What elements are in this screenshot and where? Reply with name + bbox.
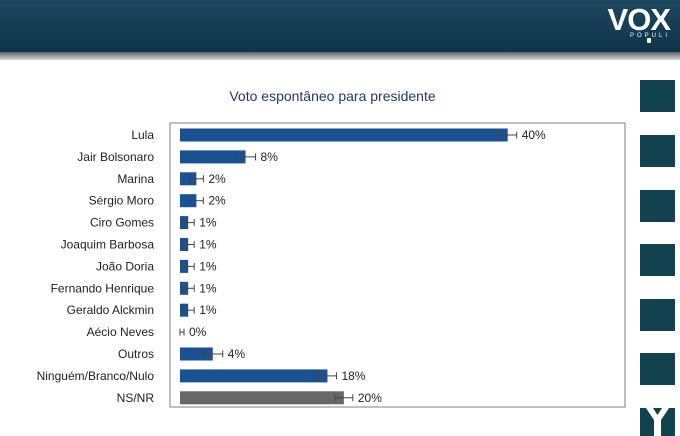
mouse-cursor-icon [647, 38, 651, 43]
side-square [640, 190, 675, 222]
logo-word: VOX [607, 2, 671, 37]
bar [180, 128, 508, 142]
value-label: 1% [199, 259, 217, 273]
side-square [640, 353, 675, 385]
value-label: 1% [199, 281, 217, 295]
value-label: 40% [522, 128, 546, 142]
bar [180, 172, 197, 186]
side-square [640, 299, 675, 331]
bar [180, 150, 246, 164]
chart-title: Voto espontâneo para presidente [229, 88, 436, 104]
value-label: 2% [208, 172, 226, 186]
vox-populi-logo: VOX POPULI [590, 2, 672, 43]
category-label: Outros [118, 347, 154, 361]
bar [180, 347, 213, 361]
side-decoration [640, 80, 675, 436]
value-label: 1% [199, 303, 217, 317]
category-label: Sérgio Moro [89, 194, 155, 208]
value-label: 1% [199, 238, 217, 252]
category-label: Geraldo Alckmin [67, 303, 154, 317]
value-label: 4% [228, 347, 246, 361]
side-square [640, 135, 675, 167]
category-label: Joaquim Barbosa [61, 238, 155, 252]
category-label: João Doria [96, 259, 154, 273]
value-label: 1% [199, 216, 217, 230]
category-label: Jair Bolsonaro [77, 150, 154, 164]
value-label: 20% [358, 391, 382, 405]
logo-subtitle: POPULI [629, 33, 670, 39]
value-label: 18% [341, 369, 365, 383]
value-label: 8% [261, 150, 279, 164]
category-label: Ninguém/Branco/Nulo [37, 369, 155, 383]
category-label: NS/NR [117, 391, 155, 405]
category-label: Aécio Neves [87, 325, 154, 339]
value-label: 2% [208, 194, 226, 208]
side-square [640, 244, 675, 276]
bar [180, 194, 197, 208]
header-band [0, 0, 680, 52]
category-label: Lula [131, 128, 154, 142]
category-label: Marina [117, 172, 154, 186]
bar [180, 369, 328, 383]
value-label: 0% [189, 325, 207, 339]
header-shadow [0, 52, 680, 60]
side-square [640, 80, 675, 112]
category-label: Fernando Henrique [51, 281, 155, 295]
plot-area [169, 122, 626, 408]
bar [180, 391, 344, 405]
category-label: Ciro Gomes [90, 216, 154, 230]
